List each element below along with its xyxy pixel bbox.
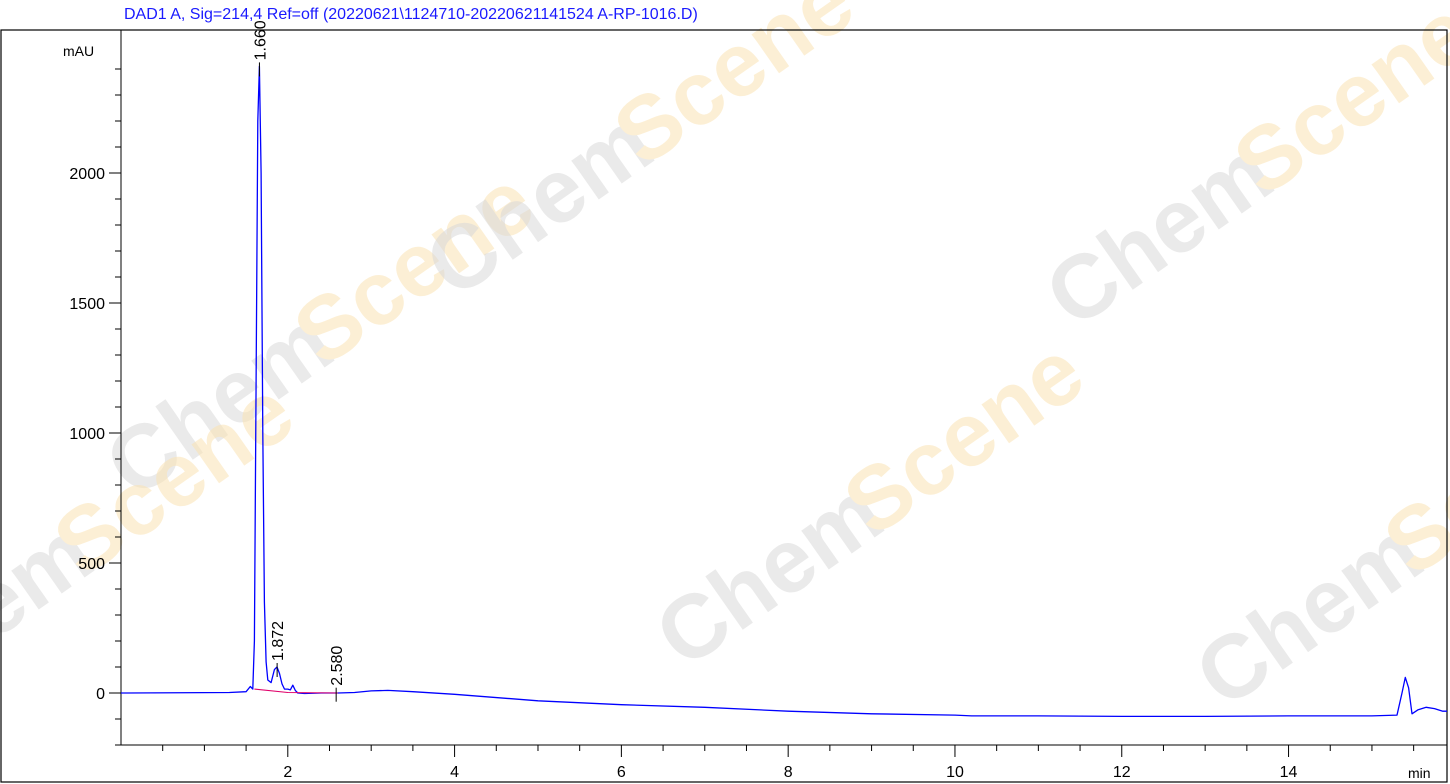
y-axis-ticks: 0 500 1000 1500 2000 <box>69 68 121 746</box>
series-layer <box>120 65 1447 718</box>
x-tick-label: 12 <box>1113 764 1131 781</box>
x-tick-label: 4 <box>450 764 459 781</box>
y-tick-label: 1000 <box>69 426 105 443</box>
x-tick-label: 14 <box>1280 764 1298 781</box>
x-tick-label: 2 <box>283 764 292 781</box>
peak-annotations: 1.660 1.872 2.580 <box>252 20 346 702</box>
y-tick-label: 500 <box>78 556 105 573</box>
y-tick-label: 1500 <box>69 296 105 313</box>
y-axis-unit-label: mAU <box>63 43 94 59</box>
x-tick-label: 8 <box>784 764 793 781</box>
y-tick-label: 0 <box>96 686 105 703</box>
watermark-text: Scene <box>827 321 1102 555</box>
watermark-text: Scene <box>1217 0 1450 215</box>
integration-baseline <box>254 688 338 694</box>
y-tick-label: 2000 <box>69 166 105 183</box>
x-axis-ticks: 2 4 6 8 10 12 14 <box>162 745 1415 781</box>
peak-label: 1.660 <box>252 20 269 60</box>
chart-title: DAD1 A, Sig=214,4 Ref=off (20220621\1124… <box>124 6 698 23</box>
x-tick-label: 10 <box>946 764 964 781</box>
peak-label: 1.872 <box>270 621 287 661</box>
x-axis-unit-label: min <box>1408 765 1431 781</box>
peak-label: 2.580 <box>329 646 346 686</box>
watermark-text: Scene <box>597 0 872 185</box>
x-tick-label: 6 <box>617 764 626 781</box>
watermark-layer: ChemSceneChemSceneChemSceneChemSceneChem… <box>0 0 1450 727</box>
plot-frame <box>0 29 1448 783</box>
